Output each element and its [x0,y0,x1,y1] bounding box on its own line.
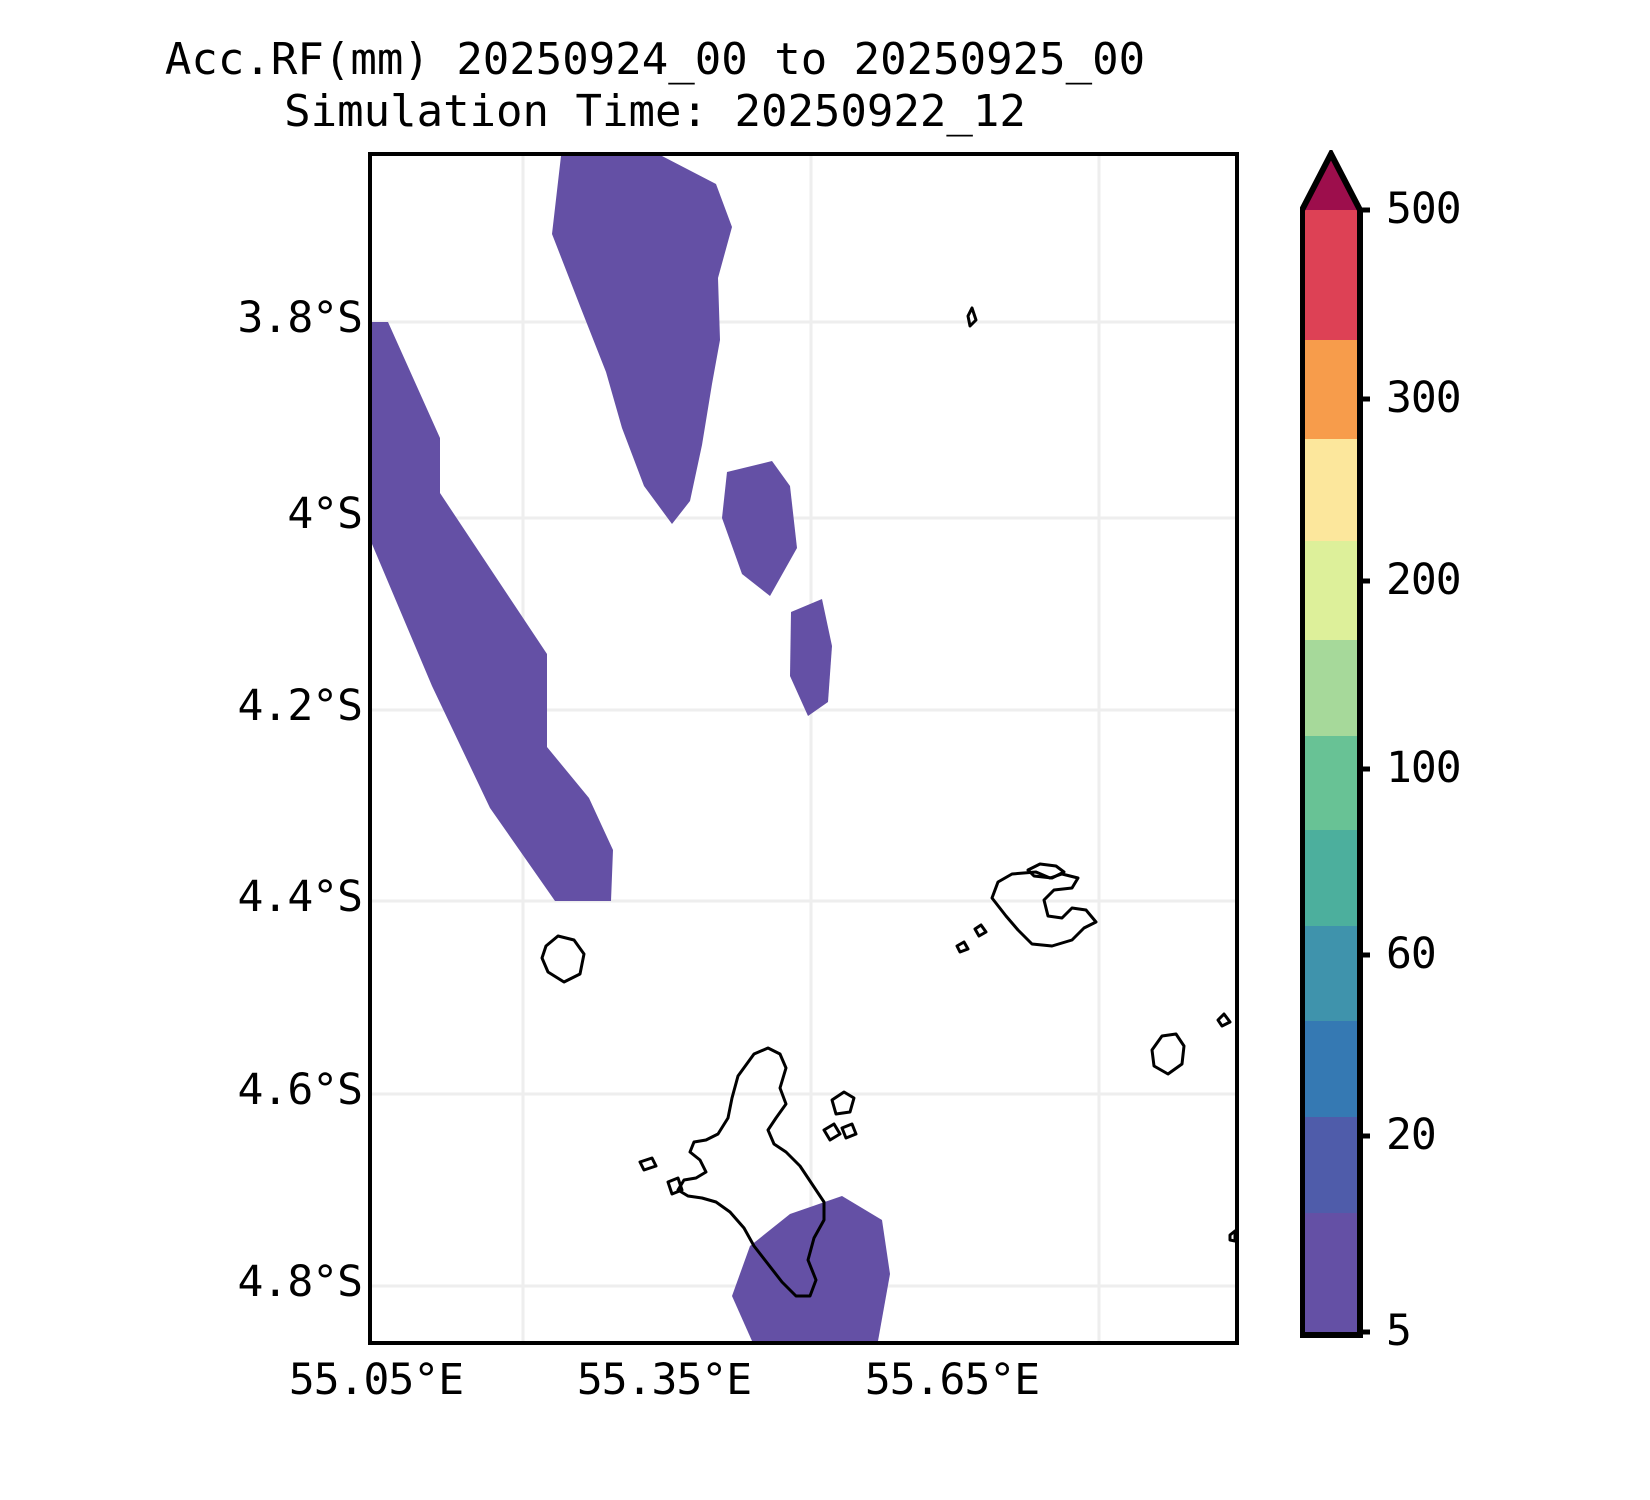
colorbar-outline [1300,150,1363,1338]
colorbar-tick-label: 60 [1386,929,1437,979]
coastline-outlines [540,306,1235,1298]
colorbar-ticks [1360,207,1370,1335]
x-tick-label: 55.35°E [576,1355,752,1405]
map-canvas [372,156,1235,1341]
y-tick-label: 4.8°S [237,1257,363,1307]
colorbar-bands [1302,154,1360,1335]
colorbar-extend-arrow [1302,154,1360,210]
rainfall-contour-band-5-10 [372,156,890,1341]
y-tick-label: 3.8°S [237,293,363,343]
colorbar-tick-label: 200 [1386,555,1462,605]
colorbar[interactable] [1300,150,1370,1342]
colorbar-tick-label: 300 [1386,373,1462,423]
colorbar-tick-label: 500 [1386,184,1462,234]
map-plot-area[interactable] [368,152,1239,1345]
y-tick-label: 4.2°S [237,681,363,731]
colorbar-tick-label: 100 [1386,743,1462,793]
y-tick-label: 4.6°S [237,1065,363,1115]
x-tick-label: 55.65°E [864,1355,1040,1405]
y-tick-label: 4.4°S [237,872,363,922]
chart-title-line-1: Acc.RF(mm) 20250924_00 to 20250925_00 [164,34,1146,85]
chart-title: Acc.RF(mm) 20250924_00 to 20250925_00 Si… [0,34,1310,138]
colorbar-tick-label: 20 [1386,1110,1437,1160]
colorbar-tick-label: 5 [1386,1306,1412,1356]
y-tick-label: 4°S [287,489,363,539]
chart-title-line-2: Simulation Time: 20250922_12 [284,85,1026,137]
x-tick-label: 55.05°E [288,1355,464,1405]
